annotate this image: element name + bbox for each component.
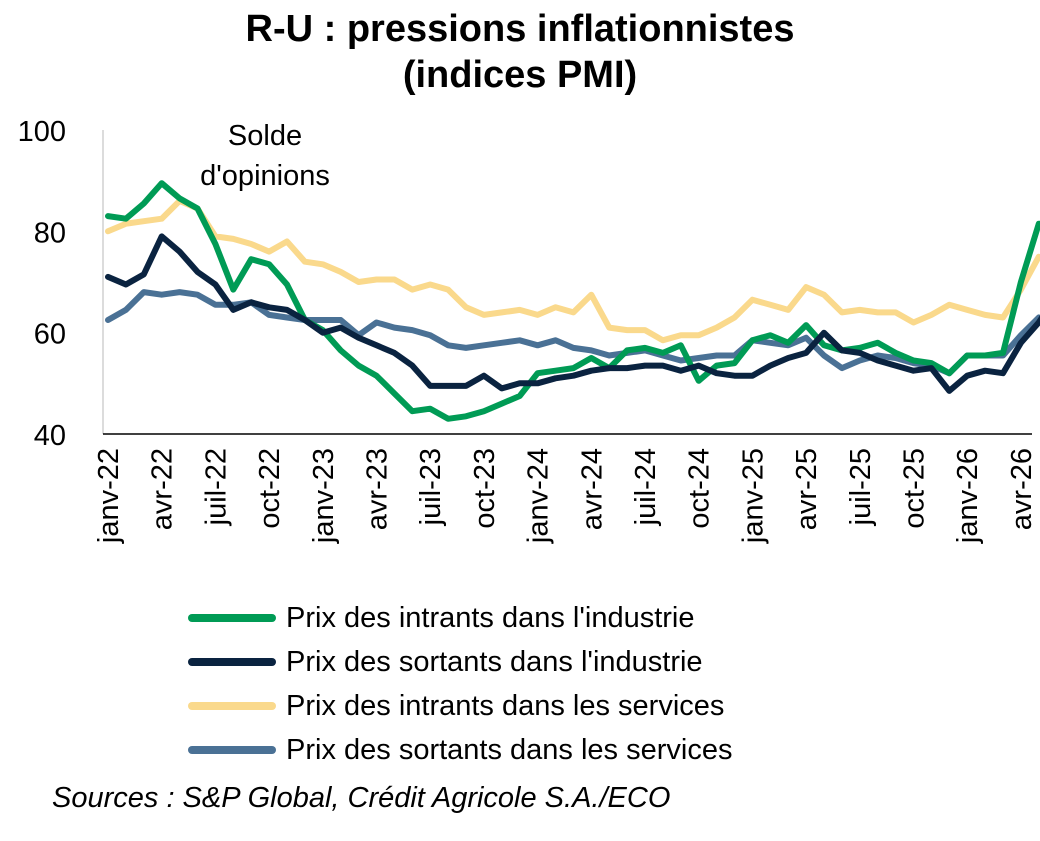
- x-tick-label: oct-23: [469, 448, 501, 529]
- legend-item-sortants-industrie: Prix des sortants dans l'industrie: [188, 640, 732, 684]
- chart-title: R-U : pressions inflationnistes (indices…: [0, 6, 1040, 98]
- y-unit-label-line2: d'opinions: [200, 160, 330, 192]
- legend-swatch: [188, 702, 276, 710]
- x-tick-label: avr-22: [147, 448, 179, 530]
- x-tick-label: janv-22: [93, 448, 125, 544]
- x-tick-label: juil-22: [200, 448, 232, 526]
- line-chart: 40 60 80 100 janv-22 avr-22 juil-22 oct-22 janv-…: [18, 116, 1040, 544]
- x-tick-label: juil-25: [845, 448, 877, 526]
- legend-label: Prix des sortants dans les services: [286, 733, 733, 766]
- y-tick-label: 80: [34, 217, 66, 249]
- x-tick-label: oct-22: [254, 448, 286, 529]
- x-tick-label: janv-25: [737, 448, 769, 544]
- y-tick-label: 100: [18, 116, 66, 148]
- x-tick-label: avr-24: [576, 448, 608, 530]
- y-tick-label: 60: [34, 319, 66, 351]
- legend-label: Prix des sortants dans l'industrie: [286, 645, 703, 678]
- chart-title-line1: R-U : pressions inflationnistes: [245, 8, 795, 50]
- x-tick-label: juil-24: [630, 448, 662, 526]
- y-unit-label-line1: Solde: [227, 120, 303, 152]
- chart-title-line2: (indices PMI): [402, 54, 638, 96]
- series-intrants-industrie: [105, 180, 1040, 422]
- x-tick-label: juil-23: [415, 448, 447, 526]
- chart-series: [105, 180, 1040, 422]
- x-tick-label: avr-25: [791, 448, 823, 530]
- x-tick-label: janv-26: [952, 448, 984, 544]
- x-tick-label: janv-24: [523, 448, 555, 544]
- source-note: Sources : S&P Global, Crédit Agricole S.…: [52, 782, 671, 814]
- y-tick-label: 40: [34, 420, 66, 452]
- chart-legend: Prix des intrants dans l'industrie Prix …: [188, 596, 732, 772]
- legend-swatch: [188, 658, 276, 666]
- x-tick-label: avr-23: [362, 448, 394, 530]
- series-intrants-services: [105, 197, 1040, 344]
- x-tick-label: janv-23: [308, 448, 340, 544]
- x-tick-label: oct-24: [684, 448, 716, 529]
- legend-item-sortants-services: Prix des sortants dans les services: [188, 728, 732, 772]
- legend-swatch: [188, 746, 276, 754]
- y-unit-label: Solde d'opinions: [190, 116, 340, 196]
- legend-swatch: [188, 614, 276, 622]
- chart-axes: 40 60 80 100 janv-22 avr-22 juil-22 oct-22 janv-…: [18, 116, 1038, 544]
- legend-label: Prix des intrants dans l'industrie: [286, 601, 695, 634]
- x-tick-label: oct-25: [899, 448, 931, 529]
- legend-item-intrants-industrie: Prix des intrants dans l'industrie: [188, 596, 732, 640]
- legend-item-intrants-services: Prix des intrants dans les services: [188, 684, 732, 728]
- x-tick-label: avr-26: [1006, 448, 1038, 530]
- legend-label: Prix des intrants dans les services: [286, 689, 725, 722]
- series-sortants-industrie: [105, 233, 1040, 394]
